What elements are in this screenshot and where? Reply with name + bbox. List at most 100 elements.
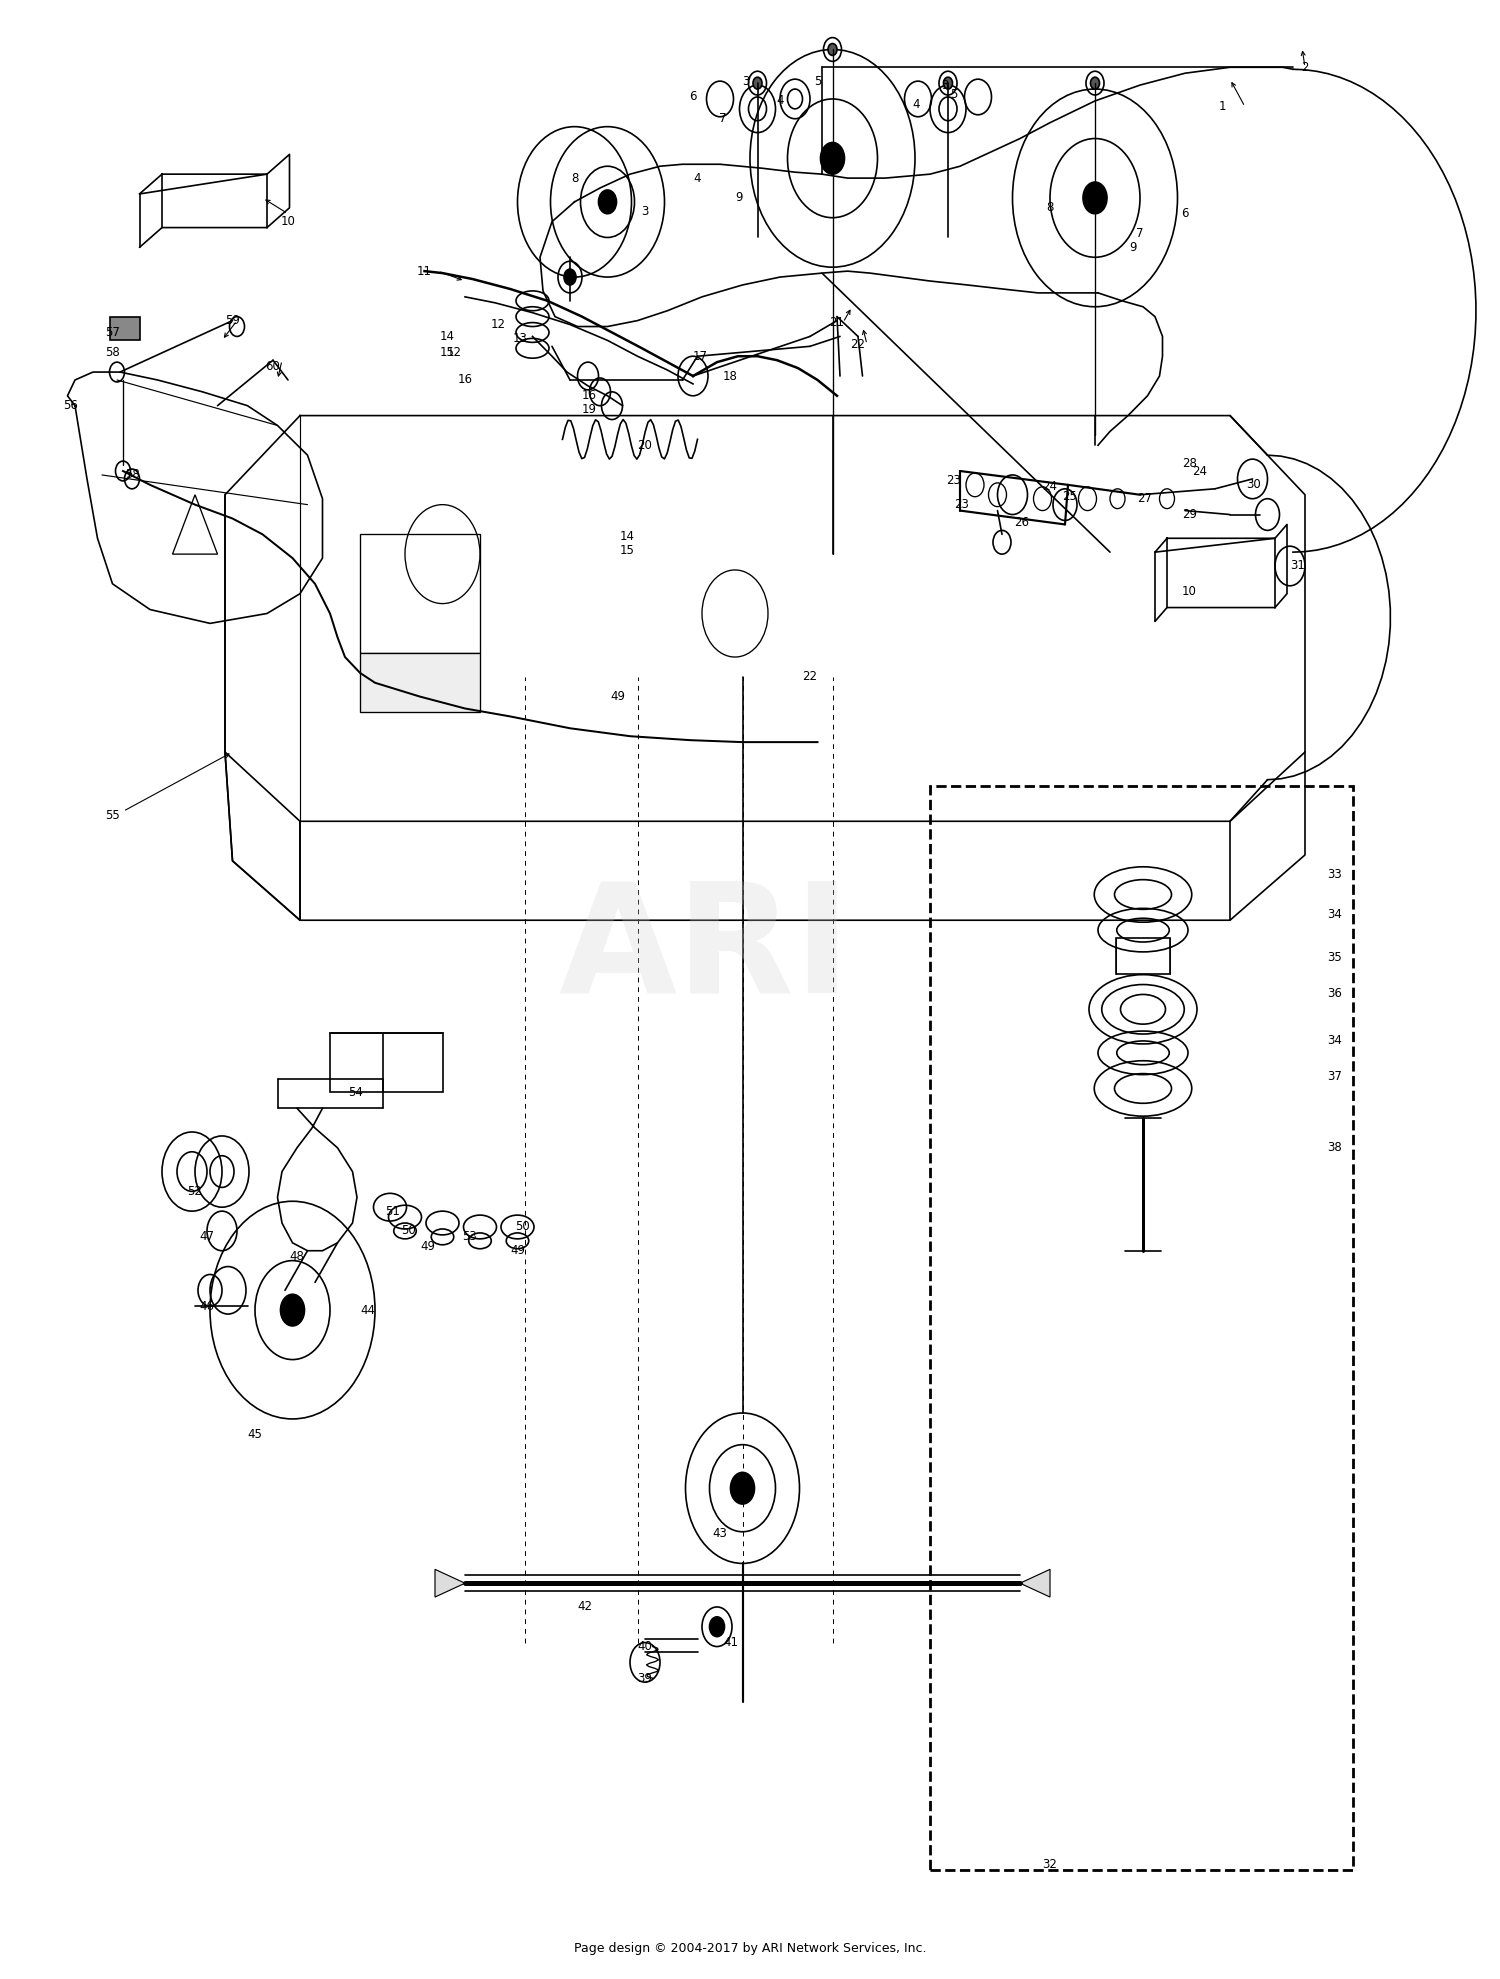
Text: 17: 17 xyxy=(693,350,708,362)
Text: 28: 28 xyxy=(1182,457,1197,469)
Text: 42: 42 xyxy=(578,1601,592,1613)
Circle shape xyxy=(598,190,616,214)
Text: 25: 25 xyxy=(1062,491,1077,503)
Text: 13: 13 xyxy=(513,332,528,344)
Text: 23: 23 xyxy=(954,499,969,511)
Text: 47: 47 xyxy=(200,1231,214,1243)
Text: 22: 22 xyxy=(850,338,865,350)
Text: Page design © 2004-2017 by ARI Network Services, Inc.: Page design © 2004-2017 by ARI Network S… xyxy=(573,1941,926,1955)
Bar xyxy=(930,786,1353,1870)
Text: 43: 43 xyxy=(712,1528,728,1540)
Text: 49: 49 xyxy=(420,1241,435,1253)
Text: 58: 58 xyxy=(105,346,120,358)
Text: 8: 8 xyxy=(572,172,578,184)
Text: 38: 38 xyxy=(1328,1142,1342,1154)
Text: 12: 12 xyxy=(447,346,462,358)
Text: 21: 21 xyxy=(830,317,844,329)
Circle shape xyxy=(730,1472,754,1504)
Text: 49: 49 xyxy=(510,1245,525,1257)
Text: 9: 9 xyxy=(735,192,744,204)
Text: 12: 12 xyxy=(490,319,506,330)
Circle shape xyxy=(710,1617,724,1637)
Text: 15: 15 xyxy=(620,544,634,556)
Text: 4: 4 xyxy=(912,99,920,111)
Bar xyxy=(1116,938,1170,974)
Text: 1: 1 xyxy=(1218,101,1227,113)
Polygon shape xyxy=(1020,1569,1050,1597)
Circle shape xyxy=(564,269,576,285)
Text: 8: 8 xyxy=(1047,202,1053,214)
Text: 7: 7 xyxy=(720,113,726,125)
Bar xyxy=(360,534,480,653)
Text: 3: 3 xyxy=(942,79,948,91)
Text: 44: 44 xyxy=(360,1304,375,1316)
Text: 4: 4 xyxy=(777,95,783,107)
Text: 34: 34 xyxy=(1328,1035,1342,1047)
Text: 52: 52 xyxy=(188,1185,202,1197)
Text: 6: 6 xyxy=(1182,208,1188,220)
Text: 22: 22 xyxy=(802,671,818,683)
Text: 41: 41 xyxy=(723,1637,738,1649)
Text: 60: 60 xyxy=(266,360,280,372)
Text: 27: 27 xyxy=(1137,493,1152,505)
Text: 11: 11 xyxy=(417,265,432,277)
Text: 5: 5 xyxy=(951,89,957,101)
Text: 14: 14 xyxy=(620,530,634,542)
Circle shape xyxy=(821,142,844,174)
Circle shape xyxy=(1083,182,1107,214)
Text: 20: 20 xyxy=(638,439,652,451)
Text: 59: 59 xyxy=(225,315,240,327)
Text: ARI: ARI xyxy=(558,875,852,1025)
Text: 16: 16 xyxy=(458,374,472,386)
Text: 55: 55 xyxy=(105,809,120,821)
Text: 46: 46 xyxy=(200,1300,214,1312)
Text: 2: 2 xyxy=(1300,61,1308,73)
Text: 35: 35 xyxy=(1328,952,1342,964)
Text: 48: 48 xyxy=(290,1251,304,1263)
Text: 5: 5 xyxy=(815,75,821,87)
Text: 7: 7 xyxy=(1137,228,1143,239)
Text: 50: 50 xyxy=(400,1225,416,1237)
Text: 53: 53 xyxy=(462,1231,477,1243)
Text: 34: 34 xyxy=(1328,908,1342,920)
Circle shape xyxy=(828,44,837,55)
Text: 3: 3 xyxy=(642,206,648,218)
Text: 58: 58 xyxy=(124,469,140,481)
Text: 50: 50 xyxy=(514,1221,529,1233)
Circle shape xyxy=(753,77,762,89)
Circle shape xyxy=(280,1294,304,1326)
Text: 3: 3 xyxy=(742,75,748,87)
Text: 23: 23 xyxy=(946,475,962,487)
Text: 54: 54 xyxy=(348,1086,363,1098)
Bar xyxy=(360,653,480,712)
Text: 37: 37 xyxy=(1328,1071,1342,1083)
Text: 4: 4 xyxy=(693,172,700,184)
Text: 26: 26 xyxy=(1014,517,1029,528)
Text: 39: 39 xyxy=(638,1672,652,1684)
Circle shape xyxy=(1090,77,1100,89)
Text: 49: 49 xyxy=(610,691,626,703)
Text: 30: 30 xyxy=(1246,479,1262,491)
Bar xyxy=(330,1033,442,1092)
Text: 10: 10 xyxy=(1182,586,1197,598)
Text: 10: 10 xyxy=(280,216,296,228)
Text: 31: 31 xyxy=(1290,560,1305,572)
Text: 24: 24 xyxy=(1192,465,1208,477)
Text: 14: 14 xyxy=(440,330,454,342)
Text: 36: 36 xyxy=(1328,988,1342,999)
Text: 29: 29 xyxy=(1182,509,1197,520)
Text: 24: 24 xyxy=(1042,481,1058,493)
Text: 9: 9 xyxy=(1128,241,1137,253)
Text: 19: 19 xyxy=(582,404,597,416)
Text: 56: 56 xyxy=(63,400,78,412)
Text: 32: 32 xyxy=(1042,1858,1058,1870)
Polygon shape xyxy=(435,1569,465,1597)
Bar xyxy=(110,317,140,340)
Text: 51: 51 xyxy=(386,1205,400,1217)
Text: 18: 18 xyxy=(723,370,738,382)
Text: 6: 6 xyxy=(688,91,696,103)
Text: 40: 40 xyxy=(638,1641,652,1652)
Text: 45: 45 xyxy=(248,1429,262,1441)
Text: 33: 33 xyxy=(1328,869,1342,881)
Text: 16: 16 xyxy=(582,390,597,402)
